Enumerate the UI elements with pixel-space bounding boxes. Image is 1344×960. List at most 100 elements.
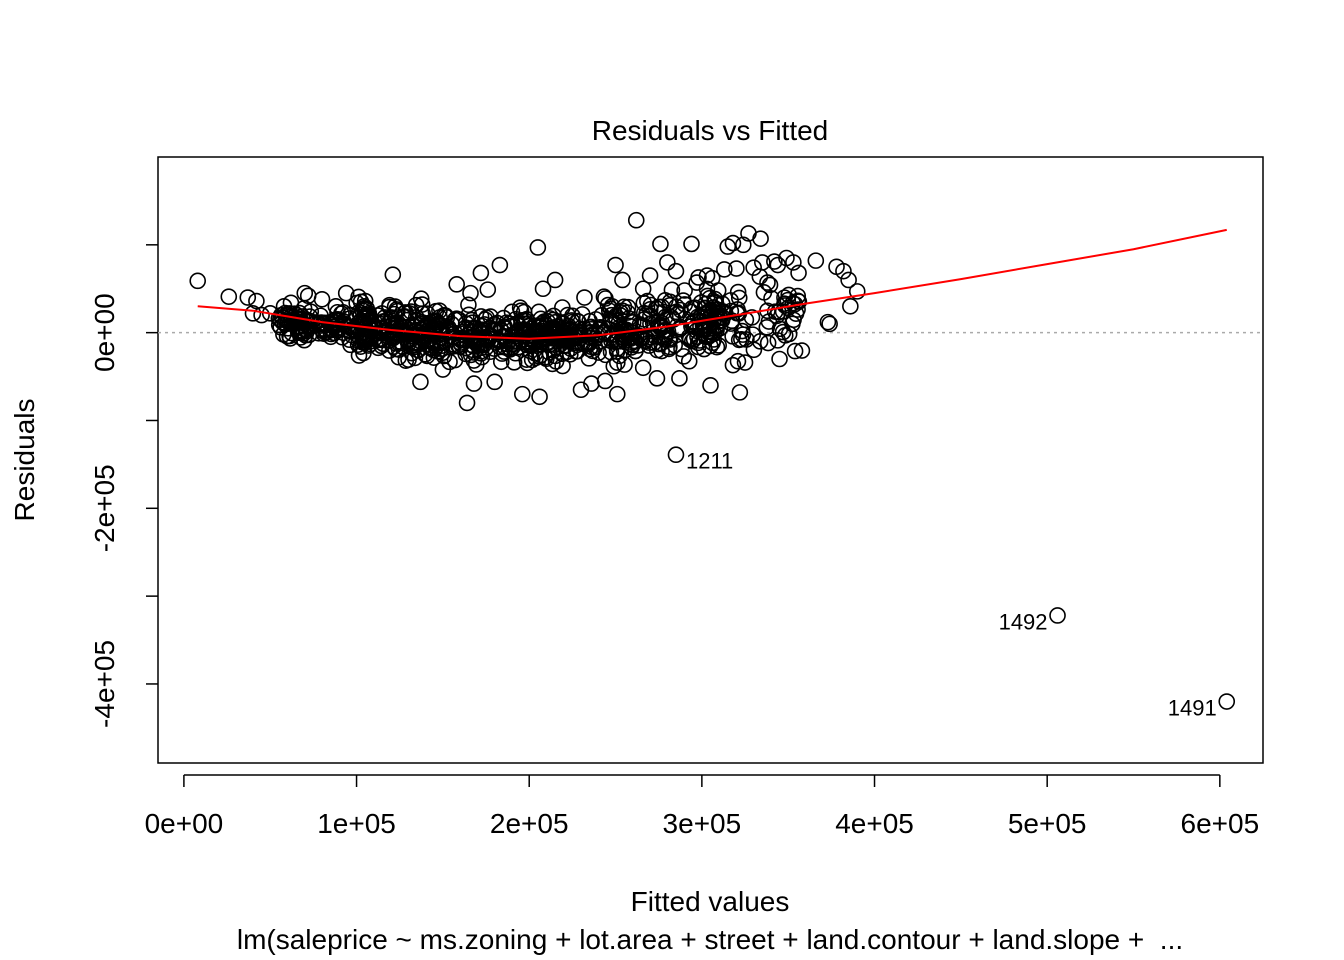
data-point	[667, 262, 685, 280]
data-point	[745, 259, 762, 276]
data-point	[793, 342, 811, 359]
data-point	[462, 284, 479, 302]
data-point	[759, 334, 777, 352]
data-point	[425, 349, 443, 366]
data-point	[350, 303, 368, 321]
data-point	[394, 338, 412, 356]
data-point	[729, 283, 747, 301]
data-point	[736, 354, 754, 371]
data-point	[705, 301, 722, 319]
data-point	[676, 282, 693, 299]
data-point	[587, 311, 605, 328]
data-point	[355, 314, 373, 332]
data-point	[465, 375, 483, 392]
data-point	[840, 271, 857, 289]
data-point	[630, 327, 648, 344]
data-point	[534, 280, 552, 298]
y-tick-label: -4e+05	[89, 640, 120, 728]
data-point	[384, 266, 402, 283]
x-tick-label: 6e+05	[1181, 808, 1260, 839]
data-point	[650, 335, 668, 353]
data-point	[692, 294, 710, 311]
data-point	[667, 446, 685, 464]
data-point	[819, 313, 837, 331]
data-point	[648, 370, 666, 387]
data-point	[699, 287, 716, 305]
data-point	[491, 256, 509, 274]
data-point	[608, 385, 626, 403]
data-point	[529, 239, 547, 256]
y-axis: -4e+05 -2e+05 0e+00	[89, 244, 158, 728]
x-axis-label: Fitted values	[631, 886, 790, 917]
data-point	[276, 304, 294, 322]
data-point	[479, 281, 497, 298]
data-point	[476, 311, 494, 328]
data-point	[360, 337, 378, 354]
data-point	[189, 272, 207, 290]
x-tick-label: 0e+00	[145, 808, 224, 839]
data-point	[724, 356, 742, 374]
data-point	[724, 234, 742, 252]
data-point	[655, 303, 673, 321]
data-point	[675, 348, 693, 365]
data-point	[842, 298, 859, 315]
data-point	[690, 269, 707, 286]
data-point	[596, 372, 614, 390]
data-point	[710, 337, 727, 354]
x-tick-label: 1e+05	[317, 808, 396, 839]
data-point	[612, 304, 630, 321]
data-point	[595, 288, 613, 306]
data-point	[641, 267, 659, 284]
data-point	[463, 311, 480, 329]
data-point	[244, 305, 262, 322]
data-point	[656, 291, 674, 309]
data-point	[770, 303, 787, 321]
data-point	[544, 311, 561, 329]
data-point	[731, 384, 749, 401]
data-point	[611, 347, 628, 365]
data-point	[660, 340, 678, 358]
outlier-label: 1492	[999, 609, 1048, 634]
data-point	[716, 261, 733, 278]
data-point	[379, 325, 397, 343]
data-point	[634, 359, 652, 377]
data-point	[752, 230, 769, 247]
data-point	[329, 303, 346, 321]
data-point	[708, 338, 726, 356]
data-point	[281, 305, 299, 323]
data-point	[785, 254, 802, 271]
data-point	[539, 327, 557, 344]
data-point	[465, 344, 482, 361]
data-point	[638, 305, 656, 323]
data-point	[1218, 693, 1236, 710]
data-point	[503, 317, 520, 335]
data-point	[676, 296, 694, 313]
data-point	[616, 356, 633, 373]
data-point	[729, 352, 747, 370]
smooth-trend-line	[197, 228, 1227, 340]
data-point	[481, 343, 499, 361]
data-point	[702, 337, 719, 355]
data-point	[848, 283, 866, 300]
data-point	[491, 332, 509, 350]
data-point	[565, 334, 583, 352]
data-point	[341, 331, 358, 349]
data-point	[786, 342, 804, 360]
data-point	[419, 322, 437, 340]
data-point	[513, 312, 531, 329]
data-point	[546, 271, 564, 289]
data-point	[239, 289, 257, 306]
y-tick-label: 0e+00	[89, 293, 120, 372]
data-point	[751, 268, 769, 285]
data-point	[292, 324, 309, 342]
data-point	[671, 370, 688, 387]
data-point	[437, 307, 454, 325]
data-point	[412, 373, 429, 391]
data-point	[417, 335, 434, 353]
data-point	[248, 292, 265, 310]
data-point	[661, 331, 679, 348]
data-point	[460, 296, 477, 314]
data-point	[281, 330, 299, 347]
data-point	[619, 304, 636, 321]
